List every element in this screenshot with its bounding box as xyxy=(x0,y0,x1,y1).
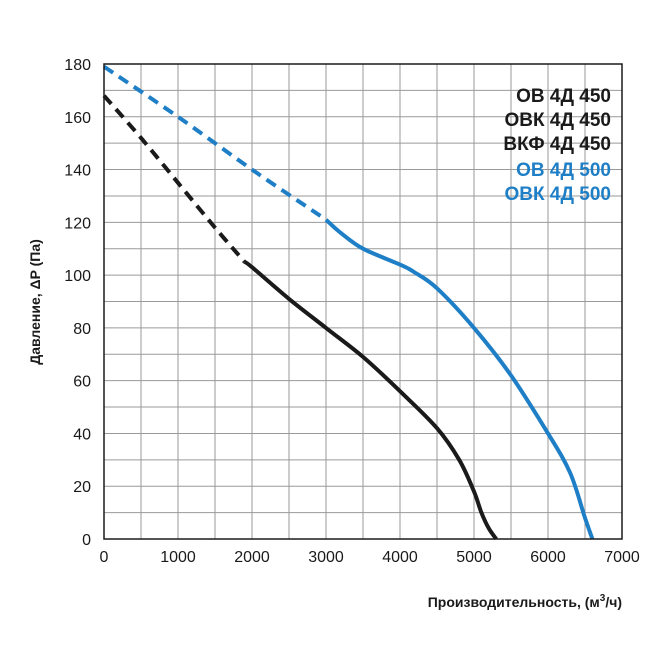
x-axis-label: Производительность, (м3/ч) xyxy=(428,593,622,610)
legend-item-vkf-4d-450: ВКФ 4Д 450 xyxy=(503,134,611,155)
y-tick-label: 120 xyxy=(64,215,91,232)
plot-border xyxy=(103,63,623,540)
y-tick-label: 20 xyxy=(73,479,91,496)
y-tick-label: 100 xyxy=(64,268,91,285)
y-tick-label: 0 xyxy=(82,532,91,549)
legend-item-ov-4d-500: ОВ 4Д 500 xyxy=(516,160,611,181)
legend-item-ovk-4d-450: ОВК 4Д 450 xyxy=(505,110,611,131)
curves xyxy=(102,64,595,541)
plot-frame xyxy=(103,63,623,540)
x-tick-label: 3000 xyxy=(308,549,344,566)
x-tick-label: 2000 xyxy=(234,549,270,566)
legend: ОВ 4Д 450 ОВК 4Д 450 ВКФ 4Д 450 ОВ 4Д 50… xyxy=(503,86,611,205)
y-tick-label: 140 xyxy=(64,163,91,180)
y-tick-labels: 0 20 40 60 80 100 120 140 160 180 xyxy=(64,57,91,549)
series-500-solid-line xyxy=(324,218,595,540)
y-tick-label: 80 xyxy=(73,321,91,338)
y-axis-label: Давление, ΔP (Па) xyxy=(27,239,43,365)
x-tick-label: 4000 xyxy=(382,549,418,566)
series-500-dashed-line xyxy=(102,64,328,222)
x-tick-label: 1000 xyxy=(160,549,196,566)
legend-item-ov-4d-450: ОВ 4Д 450 xyxy=(516,86,611,107)
y-tick-label: 180 xyxy=(64,57,91,74)
x-tick-labels: 0 1000 2000 3000 4000 5000 6000 7000 xyxy=(100,549,640,566)
series-450-solid-line xyxy=(243,260,498,541)
y-tick-label: 160 xyxy=(64,110,91,127)
grid xyxy=(104,64,622,539)
y-tick-label: 60 xyxy=(73,374,91,391)
x-tick-label: 0 xyxy=(100,549,109,566)
x-tick-label: 5000 xyxy=(456,549,492,566)
y-tick-label: 40 xyxy=(73,426,91,443)
x-tick-label: 6000 xyxy=(530,549,566,566)
series-450-dashed-line xyxy=(102,94,247,264)
legend-item-ovk-4d-500: ОВК 4Д 500 xyxy=(505,184,611,205)
x-tick-label: 7000 xyxy=(604,549,640,566)
